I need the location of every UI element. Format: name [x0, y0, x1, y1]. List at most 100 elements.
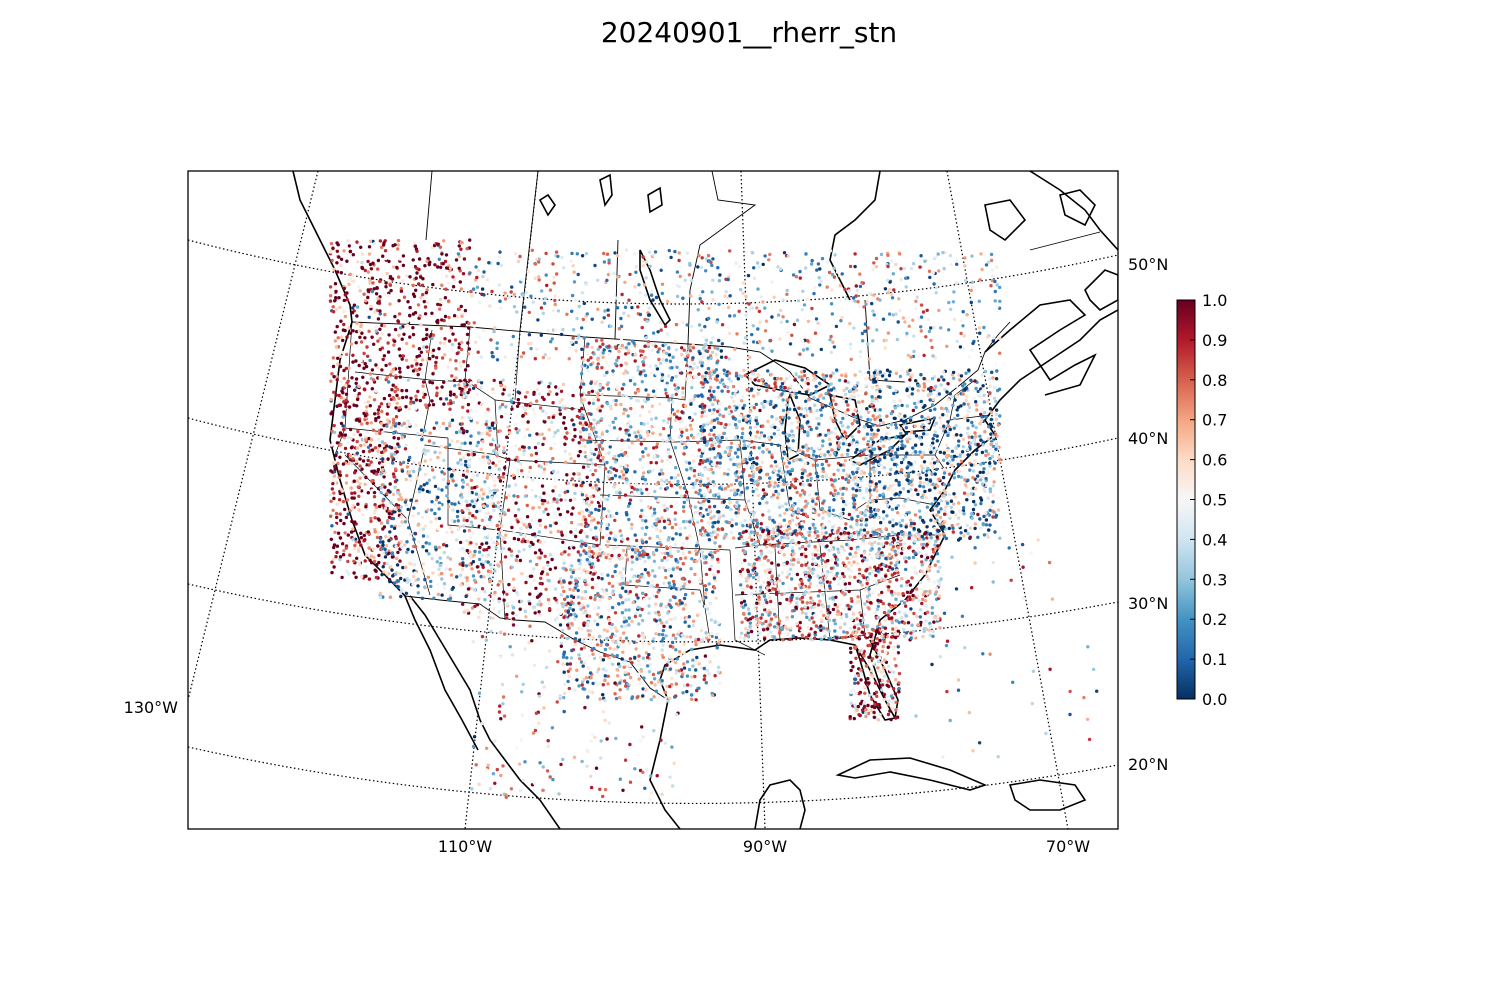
station-point [627, 342, 631, 346]
station-point [665, 384, 669, 388]
station-point [819, 408, 823, 412]
station-point [385, 375, 389, 379]
station-point [598, 697, 602, 701]
station-point [777, 432, 782, 436]
station-point [713, 550, 717, 554]
station-point [340, 575, 344, 580]
station-point [448, 328, 453, 332]
station-point [488, 570, 493, 574]
station-point [628, 501, 632, 506]
station-point [427, 439, 432, 443]
station-point [455, 514, 460, 519]
canada-province-border-5 [1029, 231, 1101, 251]
station-point [570, 477, 574, 481]
station-point [708, 437, 713, 441]
station-point [716, 570, 720, 574]
station-point [423, 264, 427, 268]
station-point [671, 400, 675, 404]
station-point [382, 423, 386, 428]
station-point [450, 342, 455, 347]
station-point [378, 431, 382, 435]
station-point [361, 459, 366, 463]
station-point [808, 459, 813, 464]
station-point [821, 538, 825, 542]
station-point [638, 434, 642, 438]
station-point [647, 596, 651, 601]
station-point [352, 496, 356, 500]
station-point [785, 508, 789, 512]
station-point [396, 579, 400, 583]
station-point [413, 241, 417, 245]
station-point [665, 439, 669, 444]
station-point [380, 463, 384, 467]
station-point [399, 286, 403, 291]
station-point [686, 436, 690, 440]
station-point [553, 485, 557, 489]
station-point [353, 388, 357, 392]
station-point [500, 524, 504, 528]
station-point [442, 239, 446, 243]
station-point [425, 259, 429, 263]
station-point [378, 279, 382, 283]
station-point [614, 696, 619, 701]
station-point [497, 467, 501, 471]
station-point [590, 585, 595, 590]
station-point [710, 538, 715, 542]
station-point [581, 640, 586, 644]
station-point [593, 381, 598, 386]
station-point [708, 660, 712, 664]
station-point [453, 338, 458, 342]
station-point [654, 416, 658, 420]
station-point [572, 546, 576, 550]
station-point [484, 411, 488, 415]
station-point [395, 556, 399, 561]
station-point [461, 563, 465, 567]
station-point [539, 465, 543, 469]
station-point [596, 362, 600, 366]
station-point [596, 576, 601, 580]
station-point [392, 526, 397, 530]
station-point [385, 491, 389, 496]
station-point [600, 577, 604, 581]
station-point [591, 652, 595, 656]
station-point [344, 392, 349, 396]
station-point [852, 419, 857, 423]
station-point [433, 450, 437, 454]
station-point [422, 299, 426, 304]
station-point [672, 582, 676, 587]
station-point [473, 516, 478, 520]
station-point [376, 339, 380, 343]
station-point [859, 471, 863, 476]
station-point [386, 350, 391, 354]
station-point [369, 304, 373, 309]
station-point [609, 466, 613, 470]
station-point [397, 444, 401, 449]
station-point [856, 514, 860, 519]
station-point [650, 425, 654, 429]
station-point [691, 658, 695, 662]
station-point [682, 662, 686, 666]
station-point [692, 397, 696, 401]
station-point [835, 435, 839, 439]
station-point [353, 491, 357, 495]
station-point [624, 589, 628, 594]
station-point [579, 607, 583, 611]
station-point [817, 445, 821, 450]
station-point [630, 545, 634, 549]
station-point [553, 618, 558, 622]
station-point [463, 378, 467, 382]
station-point [751, 372, 755, 376]
station-point [665, 558, 669, 562]
station-point [338, 470, 342, 474]
station-point [652, 559, 657, 563]
station-point [404, 358, 409, 362]
station-point [335, 261, 339, 265]
station-point [546, 512, 550, 517]
station-point [497, 527, 501, 531]
station-point [580, 443, 585, 447]
station-point [388, 595, 393, 599]
station-point [603, 674, 607, 678]
station-point [575, 668, 579, 672]
station-point [390, 455, 394, 459]
station-point [459, 583, 463, 587]
